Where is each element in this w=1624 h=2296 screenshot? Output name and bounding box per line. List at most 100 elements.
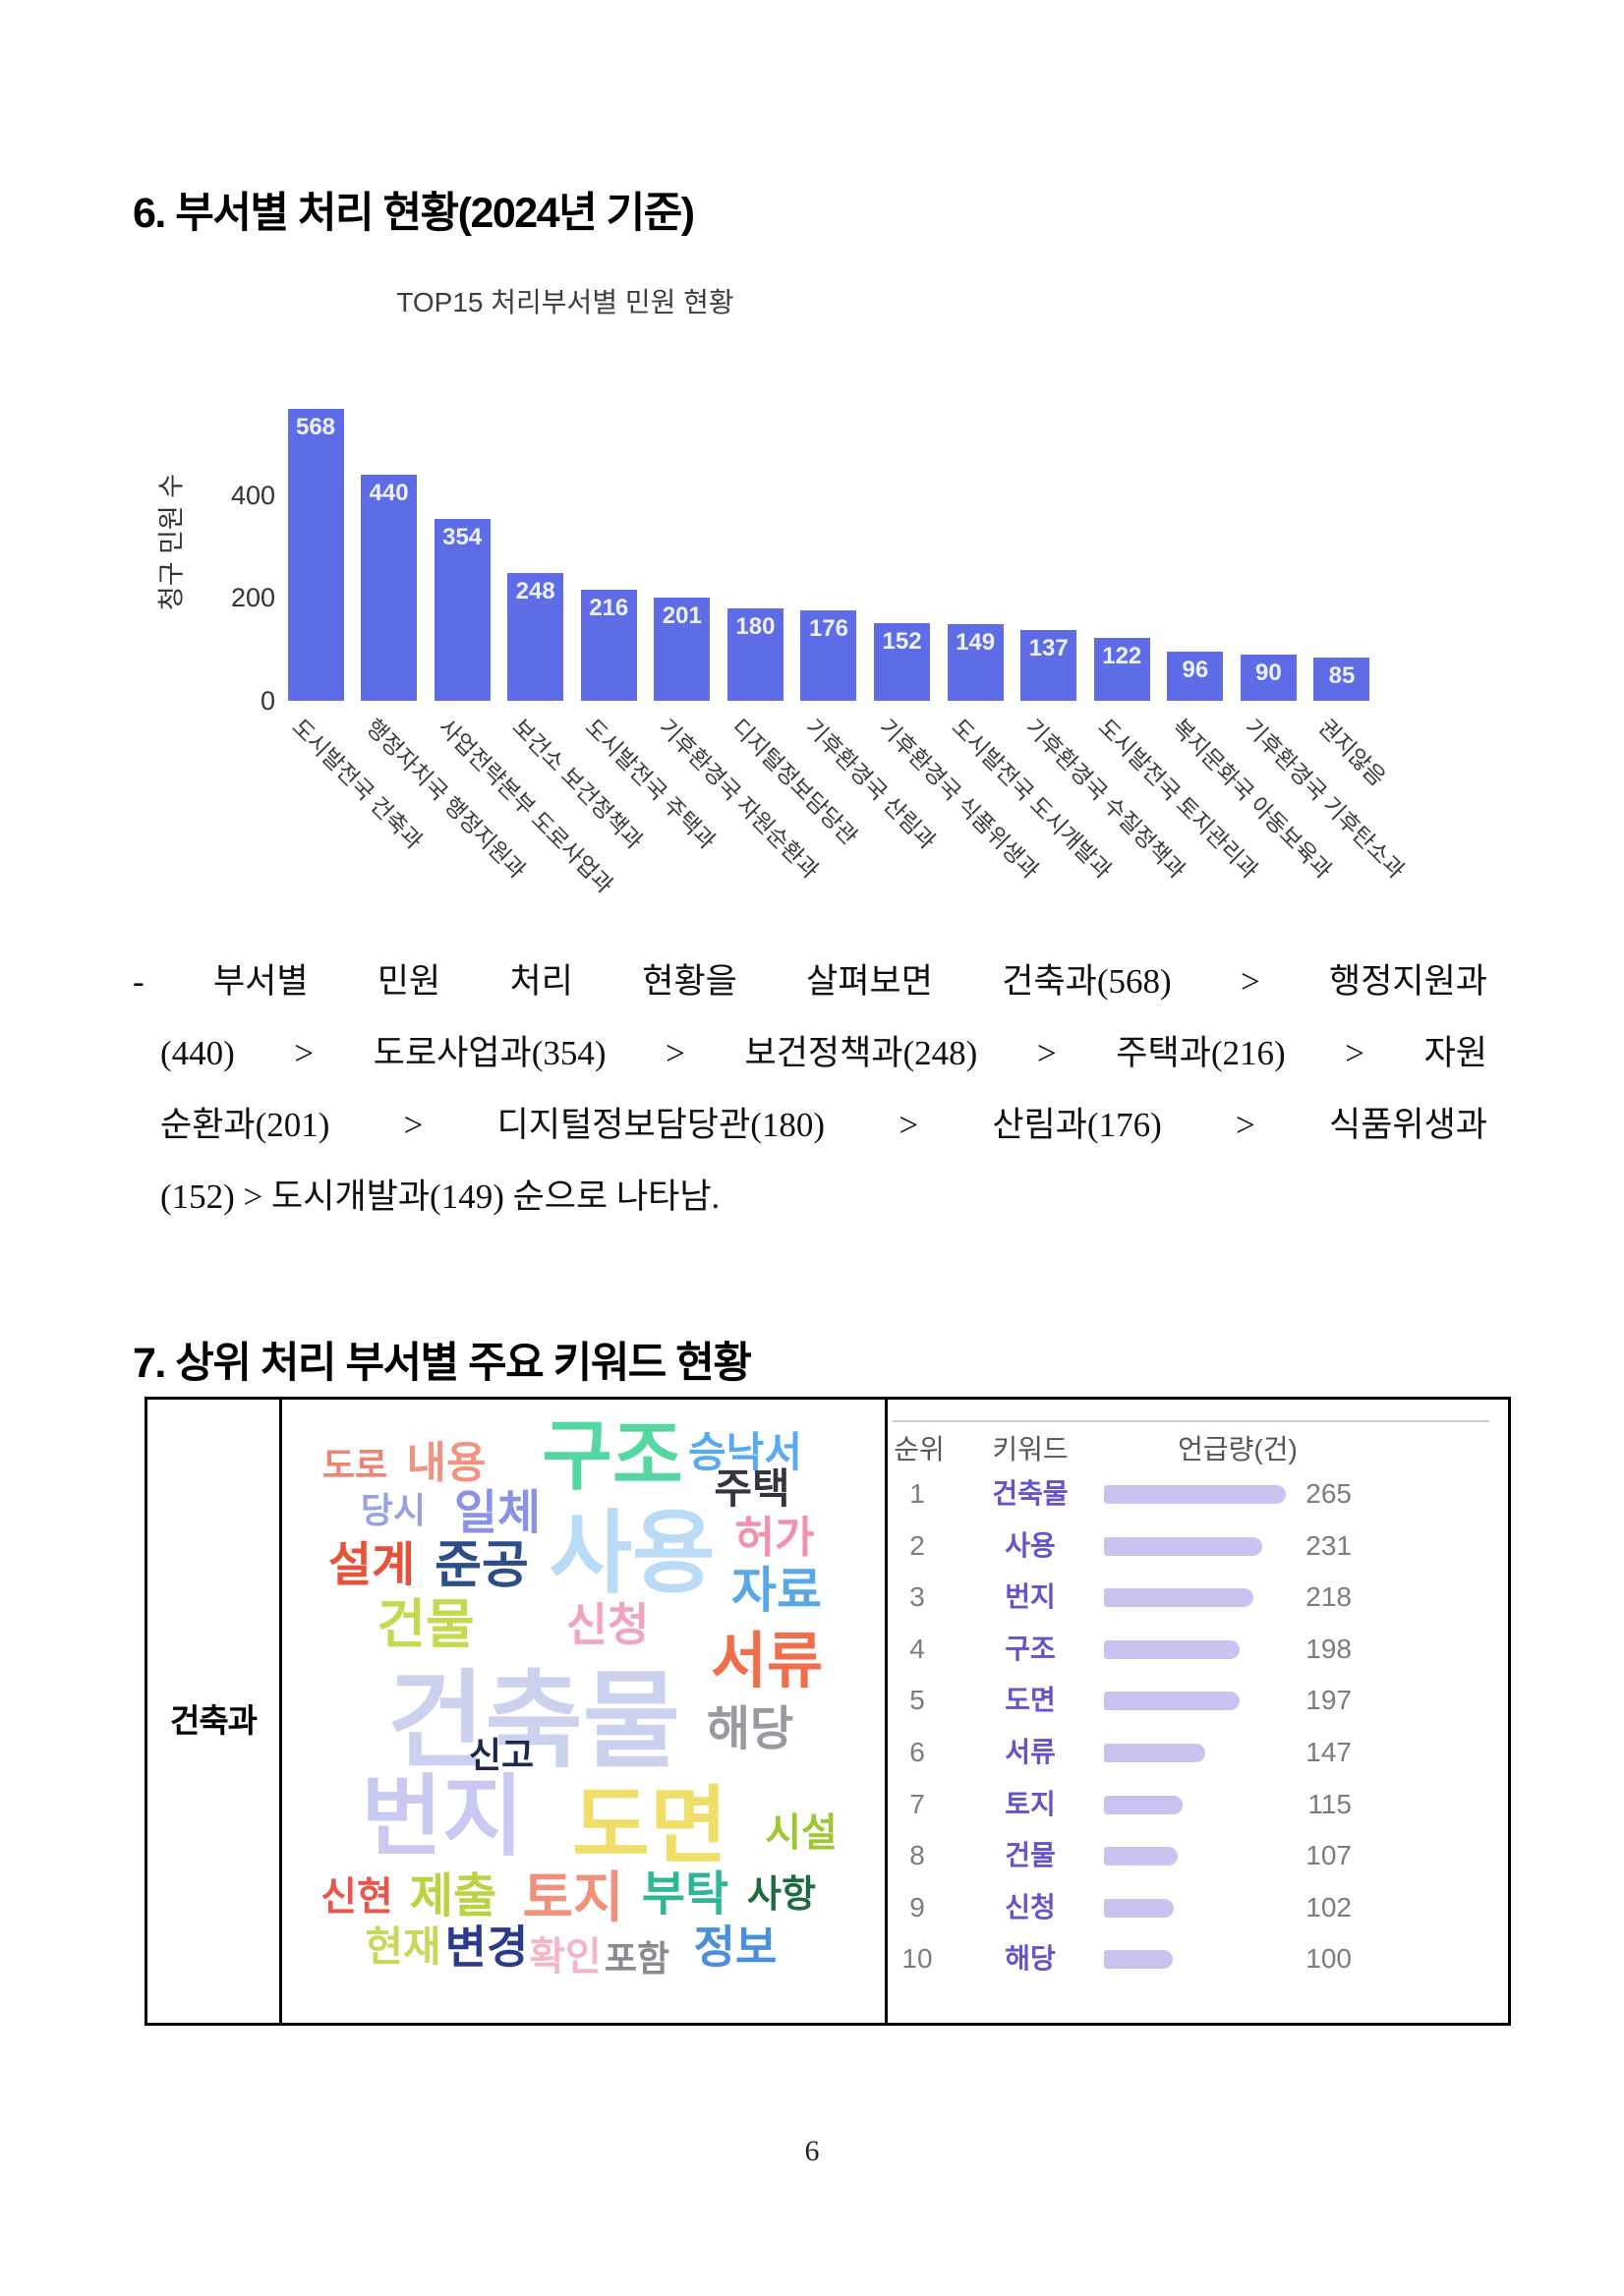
bar [726,608,783,701]
wordcloud-word: 사항 [747,1874,816,1916]
y-tick-label: 400 [230,480,275,510]
wordcloud-word: 제출 [409,1870,497,1923]
count-bar [1104,1795,1183,1814]
paragraph-line: 순환과(201) > 디지털정보담당관(180) > 산림과(176) > 식품… [160,1106,1487,1144]
bar [434,519,491,701]
count-bar [1104,1950,1173,1970]
rank-header-count: 언급량(건) [1178,1434,1298,1464]
wordcloud-word: 서류 [710,1628,824,1695]
rank-cell: 3 [909,1581,925,1613]
rank-cell: 1 [909,1478,925,1509]
count-bar [1104,1898,1174,1918]
bar-value-label: 149 [956,629,996,656]
count-bar [1104,1485,1286,1504]
bar-value-label: 96 [1182,657,1209,683]
bar-value-label: 137 [1028,635,1069,661]
count-bar [1104,1639,1240,1659]
rank-cell: 5 [909,1685,925,1716]
wordcloud-word: 현재 [365,1923,441,1970]
wordcloud-word: 토지 [522,1866,624,1928]
rank-cell: 7 [909,1788,925,1819]
bar [654,598,711,701]
summary-paragraph: - 부서별 민원 처리 현황을 살펴보면 건축과(568) > 행정지원과 (44… [133,946,1487,1233]
count-bar [1104,1588,1253,1608]
bar [1093,638,1150,701]
bar [1020,630,1077,701]
rank-table-topline [893,1420,1489,1422]
bar [507,573,564,701]
keyword-cell: 번지 [1005,1581,1056,1613]
paragraph-line: (152) > 도시개발과(149) 순으로 나타남. [160,1177,721,1216]
page-number: 6 [804,2135,820,2167]
wordcloud-word: 확인 [529,1935,602,1979]
bar [287,409,344,701]
section6-heading: 6. 부서별 처리 현황(2024년 기준) [133,190,695,237]
keyword-cell: 해당 [1005,1943,1056,1975]
count-value: 197 [1305,1685,1352,1716]
count-value: 265 [1305,1478,1352,1509]
wordcloud-word: 신고 [468,1735,535,1775]
y-tick-label: 200 [230,583,275,613]
count-bar [1104,1847,1178,1866]
keyword-cell: 신청 [1005,1891,1056,1923]
rank-cell: 8 [909,1840,925,1871]
count-bar [1104,1536,1262,1556]
table-divider-2 [885,1400,888,2023]
bar-value-label: 85 [1328,662,1356,689]
rank-header-rank: 순위 [894,1434,945,1464]
rank-cell: 6 [909,1737,925,1767]
wordcloud-word: 설계 [327,1539,416,1591]
count-value: 115 [1307,1788,1352,1819]
bar-value-label: 176 [808,615,848,642]
bar-value-label: 90 [1255,660,1282,686]
rank-cell: 4 [909,1633,925,1664]
wordcloud-word: 포함 [604,1938,670,1979]
bar [800,610,857,701]
count-bar [1104,1744,1205,1762]
bar-value-label: 440 [369,480,409,506]
bar [1167,652,1224,701]
y-tick-label: 0 [260,686,275,716]
table-divider-1 [279,1400,282,2023]
bar [1313,658,1370,701]
wordcloud-word: 번지 [361,1768,524,1866]
keyword-cell: 사용 [1005,1529,1056,1561]
bar-value-label: 180 [735,613,776,640]
wordcloud-word: 도로 [321,1445,388,1485]
section7-heading: 7. 상위 처리 부서별 주요 키워드 현황 [133,1340,752,1387]
wordcloud-word: 일체 [453,1487,542,1539]
keyword-cell: 건물 [1005,1840,1056,1871]
wordcloud-word: 부탁 [641,1868,729,1921]
wordcloud-word: 건물 [377,1595,475,1654]
bar-value-label: 216 [589,595,629,621]
bar-value-label: 152 [882,628,922,655]
bar-value-label: 568 [295,414,336,440]
wordcloud-word: 변경 [444,1922,529,1973]
wordcloud-word: 주택 [714,1465,790,1512]
rank-cell: 10 [901,1943,933,1975]
wordcloud-word: 신청 [565,1599,650,1650]
paragraph-line: (440) > 도로사업과(354) > 보건정책과(248) > 주택과(21… [160,1034,1487,1072]
bar-value-label: 248 [515,578,555,604]
keyword-cell: 건축물 [992,1478,1069,1509]
keyword-cell: 서류 [1005,1737,1056,1767]
wordcloud-word: 도면 [571,1779,728,1873]
bar [1240,655,1297,701]
keyword-cell: 도면 [1005,1685,1056,1716]
count-value: 147 [1305,1737,1352,1767]
bar-value-label: 122 [1102,643,1142,669]
rank-cell: 9 [909,1891,925,1923]
department-row-label: 건축과 [169,1702,258,1739]
count-bar [1104,1692,1240,1711]
wordcloud-word: 건축물 [386,1661,681,1780]
count-value: 102 [1305,1891,1352,1923]
keyword-summary-table: 건축과 도로 내용 구조 승낙서 당시 일체 주택 설계 준공 사용 허가 자료 건물 신청 서류 해당 건축물… [145,1397,1511,2026]
bar-value-label: 354 [442,524,483,550]
wordcloud-word: 사용 [549,1504,716,1604]
bar-value-label: 201 [662,603,702,629]
count-value: 198 [1305,1633,1352,1664]
bar [874,623,931,701]
count-value: 231 [1305,1529,1352,1561]
paragraph-line: - 부서별 민원 처리 현황을 살펴보면 건축과(568) > 행정지원과 [133,962,1487,1001]
